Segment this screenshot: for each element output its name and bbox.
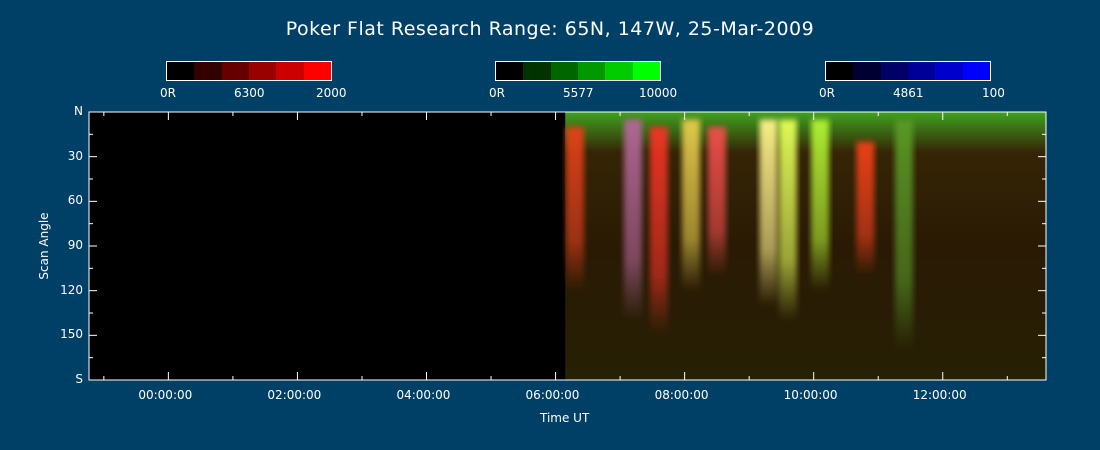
x-axis-label: Time UT	[540, 411, 590, 425]
y-tick-label: 60	[67, 193, 83, 208]
y-tick-label: 150	[60, 327, 83, 342]
colorbar-5577	[495, 61, 661, 81]
x-tick-label: 10:00:00	[783, 388, 838, 402]
aurora-streak	[565, 126, 584, 291]
colorbar-segment	[248, 62, 277, 80]
aurora-streak	[895, 119, 914, 351]
y-axis-label: Scan Angle	[37, 212, 51, 280]
data-region	[565, 112, 1046, 380]
aurora-streak	[778, 119, 797, 321]
y-tick-label: S	[75, 372, 83, 386]
colorbar-segment	[167, 62, 195, 80]
x-tick-label: 08:00:00	[654, 388, 709, 402]
colorbar-4861-max-label: 100	[982, 86, 1005, 100]
colorbar-4861	[825, 61, 991, 81]
colorbar-segment	[880, 62, 908, 80]
chart-title: Poker Flat Research Range: 65N, 147W, 25…	[285, 18, 815, 40]
aurora-streak	[759, 119, 778, 306]
colorbar-segment	[962, 62, 990, 80]
aurora-streak	[649, 126, 668, 336]
colorbar-4861-mid-label: 4861	[893, 86, 924, 100]
colorbar-4861-min-label: 0R	[819, 86, 835, 100]
colorbar-6300-mid-label: 6300	[234, 86, 265, 100]
aurora-streak	[811, 119, 830, 291]
colorbar-5577-max-label: 10000	[639, 86, 678, 100]
colorbar-segment	[935, 62, 963, 80]
colorbar-segment	[276, 62, 304, 80]
colorbar-6300-min-label: 0R	[160, 86, 176, 100]
aurora-streak	[682, 119, 701, 291]
colorbar-segment	[550, 62, 578, 80]
y-tick-label: 30	[67, 148, 83, 163]
x-tick-label: 12:00:00	[912, 388, 967, 402]
x-tick-label: 04:00:00	[396, 388, 451, 402]
colorbar-segment	[194, 62, 222, 80]
colorbar-segment	[303, 62, 331, 80]
colorbar-segment	[907, 62, 936, 80]
colorbar-segment	[826, 62, 854, 80]
x-tick-label: 06:00:00	[525, 388, 580, 402]
colorbar-6300-max-label: 2000	[316, 86, 347, 100]
colorbar-segment	[221, 62, 249, 80]
x-tick-label: 00:00:00	[138, 388, 193, 402]
colorbar-segment	[496, 62, 524, 80]
aurora-streak	[707, 126, 726, 276]
y-tick-label: 120	[60, 282, 83, 297]
colorbar-5577-mid-label: 5577	[563, 86, 594, 100]
colorbar-segment	[605, 62, 633, 80]
aurora-streak	[856, 141, 875, 276]
top-glow	[565, 112, 1046, 152]
aurora-streak	[623, 119, 642, 321]
colorbar-6300	[166, 61, 332, 81]
y-tick-label: N	[74, 104, 83, 118]
colorbar-segment	[853, 62, 881, 80]
colorbar-segment	[577, 62, 606, 80]
x-tick-label: 02:00:00	[267, 388, 322, 402]
colorbar-segment	[523, 62, 551, 80]
colorbar-5577-min-label: 0R	[489, 86, 505, 100]
colorbar-segment	[632, 62, 660, 80]
y-tick-label: 90	[67, 238, 83, 252]
